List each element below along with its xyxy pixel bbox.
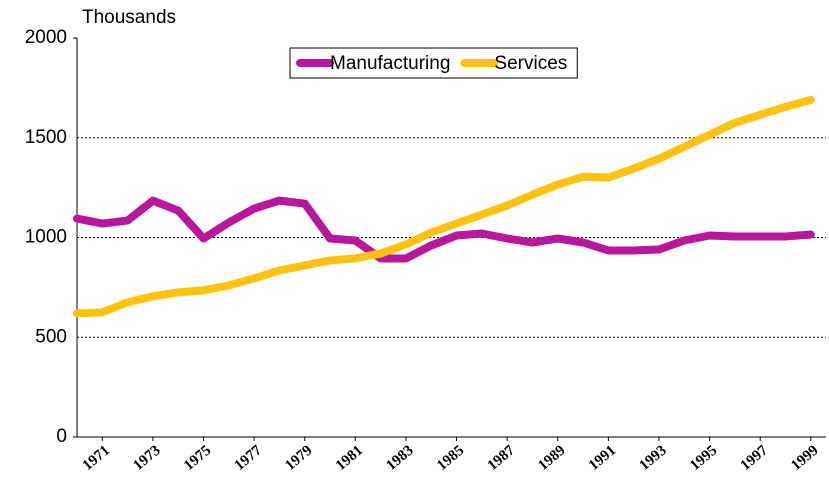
x-tick-label: 1997 <box>738 442 772 474</box>
y-axis-label: Thousands <box>82 7 176 28</box>
y-tick-label: 0 <box>56 426 67 447</box>
legend-label: Manufacturing <box>330 53 450 74</box>
series-line <box>73 196 815 263</box>
legend-label: Services <box>494 53 567 74</box>
x-tick-label: 1981 <box>333 442 366 474</box>
x-tick-label: 1985 <box>434 442 467 474</box>
x-tick-label: 1971 <box>80 442 113 474</box>
x-tick-label: 1983 <box>383 442 416 474</box>
legend-box <box>289 47 578 79</box>
x-tick-label: 1973 <box>130 442 163 474</box>
y-tick-label: 2000 <box>25 27 67 48</box>
x-tick-label: 1993 <box>637 442 670 474</box>
y-tick-label: 1000 <box>25 227 67 248</box>
x-tick-label: 1991 <box>586 442 619 474</box>
x-tick-label: 1987 <box>485 442 519 474</box>
x-tick-label: 1995 <box>687 442 720 474</box>
x-tick-label: 1999 <box>788 442 821 474</box>
x-tick-label: 1977 <box>232 442 266 474</box>
x-tick-label: 1975 <box>181 442 214 474</box>
x-tick-label: 1979 <box>282 442 315 474</box>
x-tick-label: 1989 <box>535 442 568 474</box>
y-tick-label: 1500 <box>25 127 67 148</box>
series-line <box>73 95 815 318</box>
y-tick-label: 500 <box>35 326 67 347</box>
